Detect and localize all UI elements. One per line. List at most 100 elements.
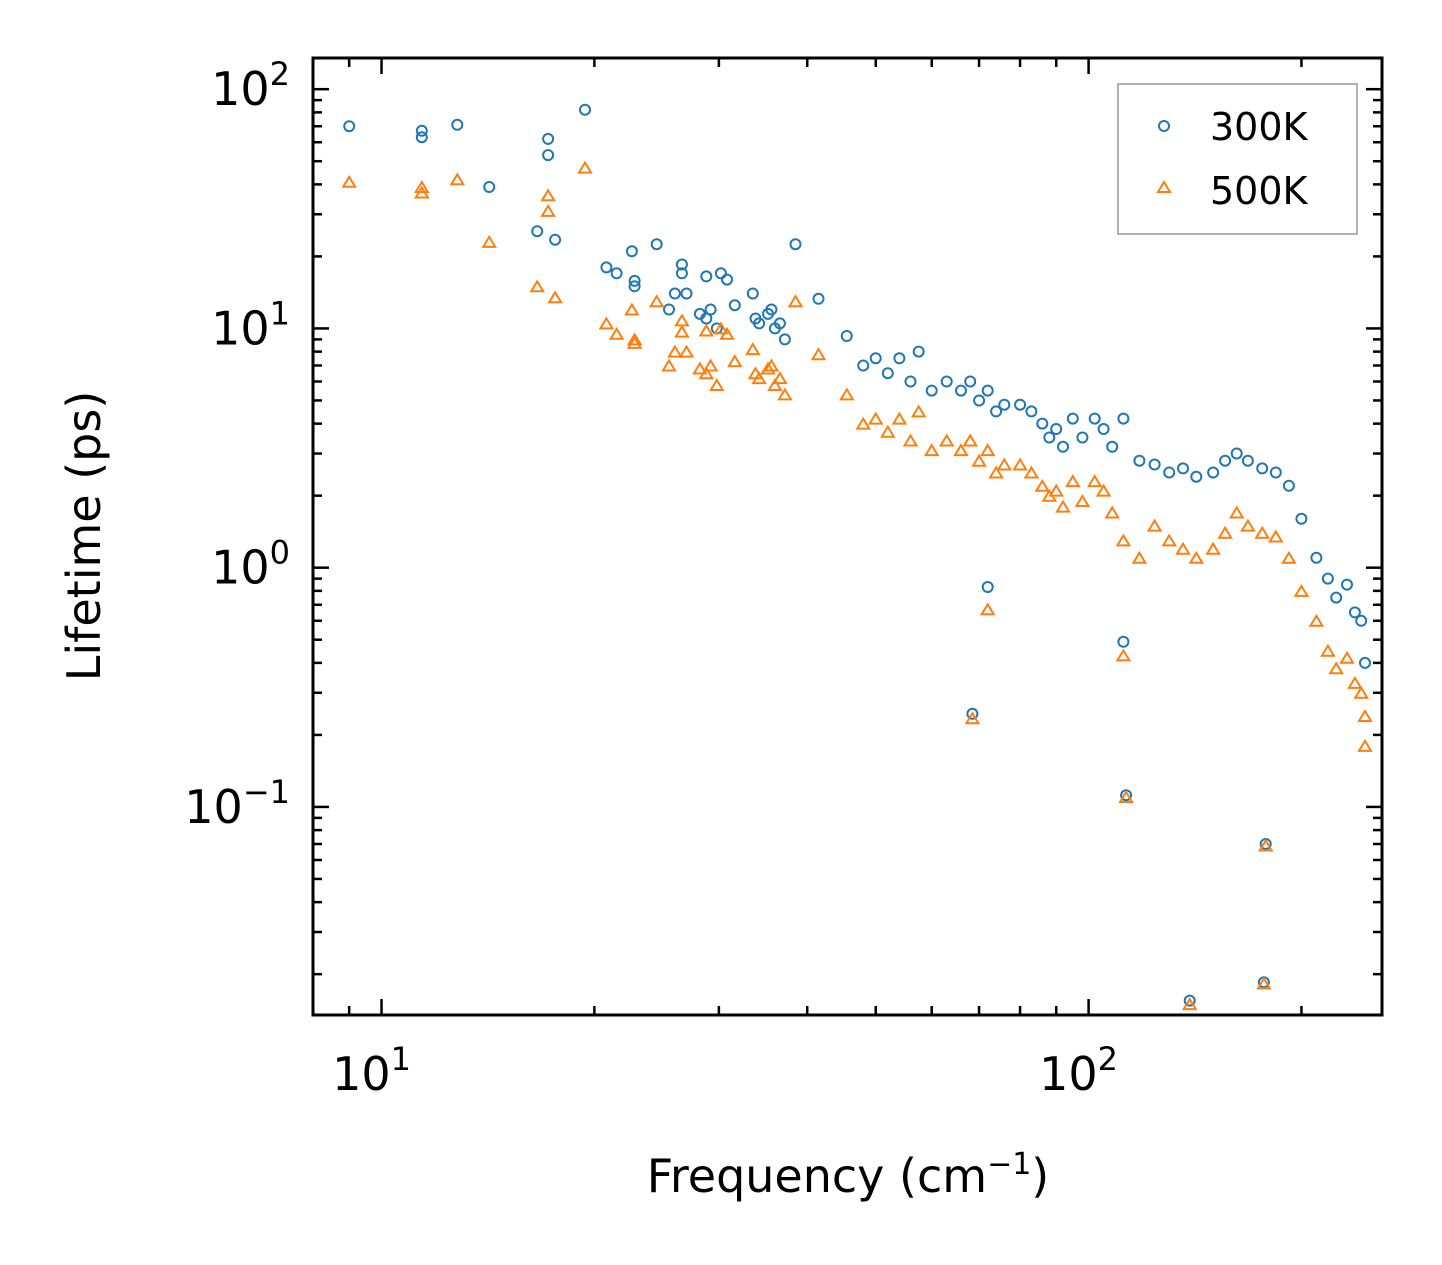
point-300k-57 <box>1043 431 1056 444</box>
point-300k-58 <box>1050 423 1063 435</box>
point-300k-43 <box>893 352 906 365</box>
point-300k-6 <box>542 132 555 145</box>
point-500k-19 <box>674 324 690 338</box>
point-500k-46 <box>923 443 940 457</box>
point-300k-24 <box>704 303 717 316</box>
point-500k-3 <box>449 172 466 186</box>
point-300k-73 <box>1230 447 1243 460</box>
point-500k-49 <box>962 433 978 447</box>
legend: 300K 500K <box>1117 83 1358 235</box>
point-500k-71 <box>1205 541 1221 555</box>
point-300k-50 <box>973 394 986 407</box>
point-500k-47 <box>938 433 955 447</box>
point-300k-77 <box>1282 479 1295 492</box>
point-300k-74 <box>1241 454 1254 467</box>
point-500k-81 <box>1328 661 1344 675</box>
point-300k-31 <box>753 317 766 330</box>
point-500k-80 <box>1320 643 1336 657</box>
y-tick-label: 101 <box>211 294 290 355</box>
point-300k-35 <box>773 317 786 330</box>
point-500k-36 <box>777 387 793 401</box>
point-300k-29 <box>746 287 759 300</box>
point-500k-54 <box>1012 457 1028 471</box>
point-300k-66 <box>1133 454 1146 467</box>
x-tick-label: 101 <box>332 1040 411 1101</box>
point-300k-39 <box>840 330 853 342</box>
point-500k-82 <box>1339 650 1355 664</box>
point-500k-24 <box>702 358 719 372</box>
point-300k-42 <box>881 367 894 380</box>
point-500k-61 <box>1074 494 1091 507</box>
x-tick-label: 102 <box>1039 1040 1118 1101</box>
point-300k-14 <box>628 280 641 293</box>
point-300k-0 <box>343 120 356 133</box>
point-300k-65 <box>1117 412 1130 425</box>
point-300k-79 <box>1310 551 1323 564</box>
point-500k-31 <box>751 371 767 385</box>
x-tick-labels: 101 102 <box>332 1040 1118 1101</box>
point-300k-55 <box>1025 405 1038 418</box>
point-300k-3 <box>451 118 464 131</box>
point-500k-86 <box>1357 738 1373 752</box>
point-500k-58 <box>1048 483 1064 497</box>
point-300k-37 <box>789 238 802 251</box>
point-500k-5 <box>529 279 545 293</box>
point-300k-8 <box>549 233 562 246</box>
point-500k-34 <box>767 378 783 391</box>
point-300k-9 <box>579 103 591 116</box>
point-500k-53 <box>996 457 1013 471</box>
point-500k-88 <box>964 711 981 725</box>
point-300k-56 <box>1036 417 1049 430</box>
point-300k-47 <box>940 375 953 388</box>
point-300k-76 <box>1269 466 1282 479</box>
point-300k-52 <box>990 405 1003 418</box>
point-500k-91 <box>1257 838 1274 852</box>
point-500k-48 <box>953 443 969 457</box>
point-300k-36 <box>778 333 791 346</box>
y-tick-label: 10−1 <box>184 773 290 834</box>
point-500k-2 <box>414 185 430 199</box>
point-300k-46 <box>925 384 938 397</box>
point-300k-64 <box>1106 440 1119 453</box>
point-300k-26 <box>714 267 727 280</box>
point-300k-86 <box>981 581 994 593</box>
point-500k-38 <box>810 347 827 361</box>
point-300k-61 <box>1076 431 1089 444</box>
point-500k-26 <box>713 321 729 335</box>
point-500k-66 <box>1131 550 1148 564</box>
point-300k-63 <box>1097 423 1110 435</box>
point-500k-27 <box>719 326 735 340</box>
point-500k-39 <box>839 387 855 401</box>
point-500k-1 <box>414 180 430 193</box>
point-500k-7 <box>540 203 556 217</box>
point-300k-33 <box>765 303 778 316</box>
point-300k-51 <box>981 384 994 397</box>
point-500k-8 <box>547 290 563 304</box>
point-300k-87 <box>966 707 979 720</box>
point-300k-18 <box>675 258 688 271</box>
point-300k-38 <box>812 292 825 305</box>
point-500k-13 <box>626 332 643 346</box>
point-500k-41 <box>867 411 884 425</box>
point-300k-16 <box>663 303 675 316</box>
point-300k-84 <box>1355 614 1368 627</box>
point-300k-72 <box>1219 454 1232 467</box>
point-500k-52 <box>988 465 1004 479</box>
point-500k-40 <box>855 416 871 430</box>
point-500k-10 <box>598 316 615 330</box>
x-axis-title: Frequency (cm−1) <box>647 1147 1050 1203</box>
legend-label-500k: 500K <box>1210 169 1309 213</box>
point-500k-4 <box>481 234 497 248</box>
legend-label-300k: 300K <box>1210 105 1309 149</box>
point-500k-83 <box>1347 675 1363 689</box>
point-500k-67 <box>1146 518 1163 532</box>
point-300k-44 <box>904 375 917 388</box>
point-300k-17 <box>668 287 681 300</box>
point-300k-88 <box>1117 635 1130 648</box>
point-300k-53 <box>998 398 1011 411</box>
point-500k-33 <box>763 358 780 372</box>
point-500k-60 <box>1065 474 1081 488</box>
point-500k-18 <box>674 313 690 327</box>
point-300k-22 <box>700 270 713 283</box>
point-500k-14 <box>626 335 643 349</box>
